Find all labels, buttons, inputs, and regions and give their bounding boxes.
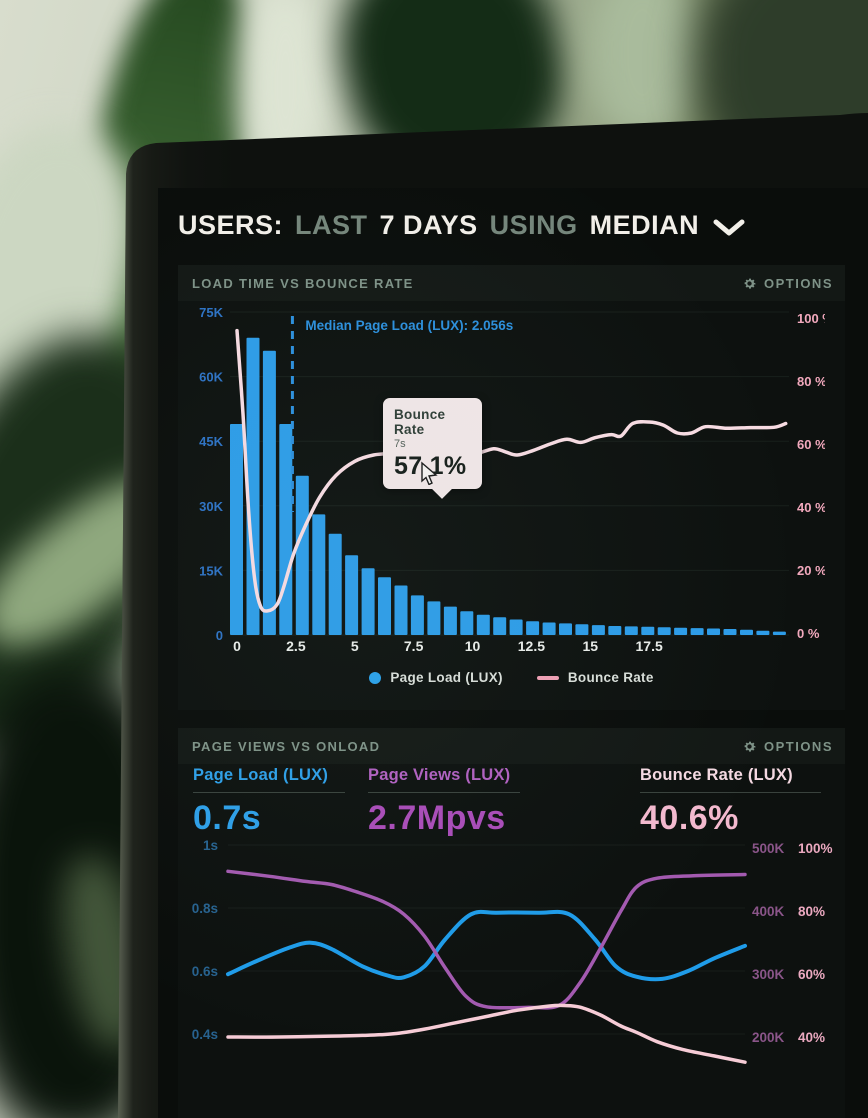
legend-dot-icon [369, 672, 381, 684]
svg-text:17.5: 17.5 [636, 638, 663, 654]
median-label: Median Page Load (LUX): 2.056s [305, 318, 513, 333]
svg-text:60%: 60% [798, 967, 825, 982]
page-title: USERS: LAST 7 DAYS USING MEDIAN [178, 210, 745, 241]
svg-text:0.6s: 0.6s [192, 964, 218, 979]
svg-text:400K: 400K [752, 904, 785, 919]
svg-text:5: 5 [351, 638, 359, 654]
panel-load-time-vs-bounce-rate: LOAD TIME VS BOUNCE RATE OPTIONS 75K 60K 4… [178, 265, 845, 710]
histogram-bars [230, 338, 786, 635]
laptop-screen: USERS: LAST 7 DAYS USING MEDIAN LOAD TIM… [118, 112, 868, 1118]
title-segment: LAST [295, 210, 376, 240]
svg-text:75K: 75K [199, 305, 223, 320]
options-label: OPTIONS [763, 275, 833, 291]
svg-text:12.5: 12.5 [518, 638, 545, 654]
options-label: OPTIONS [763, 738, 833, 754]
kpi-page-views: Page Views (LUX) 2.7Mpvs [368, 766, 520, 838]
gear-icon [742, 276, 757, 291]
title-segment: USING [489, 210, 586, 240]
svg-text:1s: 1s [203, 840, 218, 853]
title-segment: USERS: [178, 210, 292, 240]
kpi-label: Page Views (LUX) [368, 766, 511, 784]
kpi-value: 40.6% [640, 799, 739, 837]
legend-item-page-load[interactable]: Page Load (LUX) [369, 670, 503, 685]
bounce-rate-lux--line [228, 1005, 745, 1062]
svg-text:2.5: 2.5 [286, 638, 306, 654]
legend-label: Page Load (LUX) [390, 670, 503, 685]
chart-legend: Page Load (LUX) Bounce Rate [178, 670, 845, 685]
gear-icon [742, 739, 757, 754]
page-load-lux--line [228, 912, 745, 979]
svg-text:0: 0 [233, 638, 241, 654]
svg-text:40 %: 40 % [797, 500, 825, 515]
title-segment: MEDIAN [589, 210, 700, 240]
svg-text:15K: 15K [199, 563, 223, 578]
svg-text:40%: 40% [798, 1030, 825, 1045]
tooltip-series: Bounce Rate [394, 407, 446, 437]
svg-text:15: 15 [582, 638, 598, 654]
svg-text:60 %: 60 % [797, 437, 825, 452]
svg-text:80 %: 80 % [797, 374, 825, 389]
svg-text:10: 10 [465, 638, 481, 654]
svg-text:80%: 80% [798, 904, 825, 919]
kpi-divider [193, 792, 345, 793]
legend-line-icon [537, 676, 559, 680]
title-segment: 7 DAYS [379, 210, 486, 240]
svg-text:30K: 30K [199, 499, 223, 514]
options-button[interactable]: OPTIONS [742, 276, 833, 291]
svg-text:100 %: 100 % [797, 311, 825, 326]
svg-text:0 %: 0 % [797, 626, 820, 641]
svg-text:20 %: 20 % [797, 563, 825, 578]
panel-page-views-vs-onload: PAGE VIEWS VS ONLOAD OPTIONS Page Load (… [178, 728, 845, 1118]
kpi-divider [640, 792, 821, 793]
panel-title: PAGE VIEWS VS ONLOAD [192, 738, 381, 754]
legend-label: Bounce Rate [567, 670, 654, 685]
page-views-lux--line [228, 871, 745, 1008]
svg-text:0.4s: 0.4s [192, 1027, 218, 1042]
load-time-vs-bounce-rate-chart[interactable]: 75K 60K 45K 30K 15K 0 100 % 80 % 60 % 40 % 20 % 0 %… [185, 302, 825, 654]
svg-text:7.5: 7.5 [404, 638, 424, 654]
panel-header: LOAD TIME VS BOUNCE RATE OPTIONS [178, 265, 845, 301]
svg-text:0.8s: 0.8s [192, 901, 218, 916]
options-button[interactable]: OPTIONS [742, 739, 833, 754]
svg-text:200K: 200K [752, 1030, 785, 1045]
tooltip-x-value: 7s [394, 438, 406, 450]
kpi-value: 2.7Mpvs [368, 799, 506, 837]
legend-item-bounce-rate[interactable]: Bounce Rate [537, 670, 654, 685]
svg-text:500K: 500K [752, 841, 785, 856]
svg-text:0: 0 [216, 628, 223, 643]
light-blur [585, 0, 700, 145]
dashboard: USERS: LAST 7 DAYS USING MEDIAN LOAD TIM… [158, 188, 868, 1118]
kpi-value: 0.7s [193, 799, 262, 837]
panel-title: LOAD TIME VS BOUNCE RATE [192, 275, 414, 291]
mouse-cursor [418, 461, 440, 485]
svg-text:100%: 100% [798, 841, 833, 856]
svg-text:45K: 45K [199, 434, 223, 449]
kpi-row: Page Load (LUX) 0.7s Page Views (LUX) 2.… [178, 766, 845, 838]
kpi-label: Bounce Rate (LUX) [640, 766, 793, 784]
svg-text:300K: 300K [752, 967, 785, 982]
page-views-vs-onload-chart[interactable]: 1s 0.8s 0.6s 0.4s 500K 400K 300K 200K 100% 80% 60%… [185, 840, 835, 1118]
kpi-divider [368, 792, 520, 793]
chevron-down-icon[interactable] [713, 219, 745, 237]
kpi-label: Page Load (LUX) [193, 766, 329, 784]
kpi-bounce-rate: Bounce Rate (LUX) 40.6% [640, 766, 821, 838]
svg-text:60K: 60K [199, 370, 223, 385]
panel-header: PAGE VIEWS VS ONLOAD OPTIONS [178, 728, 845, 764]
kpi-page-load: Page Load (LUX) 0.7s [193, 766, 345, 838]
